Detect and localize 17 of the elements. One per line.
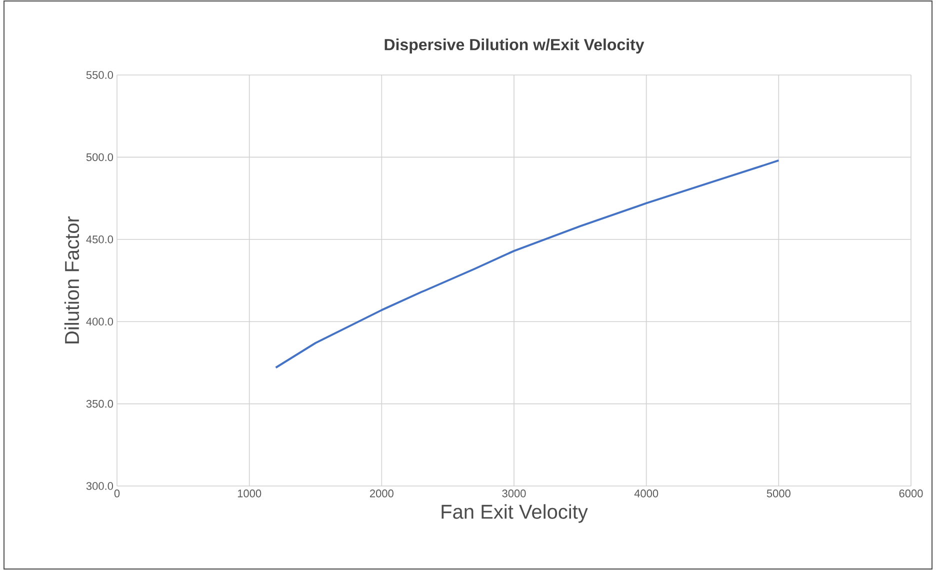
- x-axis-title: Fan Exit Velocity: [442, 504, 588, 523]
- y-tick-label: 450.0: [86, 236, 114, 244]
- x-tick-label: 2000: [370, 490, 394, 498]
- y-tick-label: 350.0: [86, 400, 114, 408]
- x-tick-label: 4000: [634, 490, 658, 498]
- chart-title: Dispersive Dilution w/Exit Velocity: [384, 38, 644, 54]
- x-tick-label: 3000: [502, 490, 526, 498]
- y-tick-label: 500.0: [86, 153, 114, 162]
- x-tick-label: 6000: [899, 490, 923, 498]
- x-tick-label: 1000: [238, 490, 262, 498]
- y-tick-label: 550.0: [86, 71, 114, 79]
- x-tick-label: 5000: [766, 490, 790, 498]
- y-tick-label: 300.0: [86, 482, 114, 490]
- line-series: [274, 159, 780, 369]
- x-tick-label: 0: [114, 490, 120, 498]
- y-tick-label: 400.0: [86, 318, 114, 326]
- y-axis-title: Dilution Factor: [64, 216, 80, 344]
